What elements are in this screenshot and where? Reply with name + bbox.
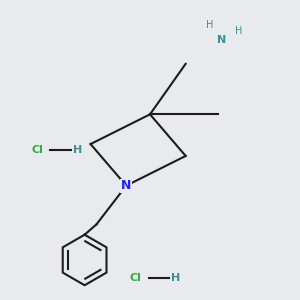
Text: H: H [206, 20, 213, 30]
Text: N: N [217, 35, 226, 45]
Text: H: H [236, 26, 243, 36]
Text: Cl: Cl [129, 273, 141, 283]
Text: H: H [73, 145, 82, 155]
Text: N: N [121, 179, 131, 192]
Text: H: H [171, 273, 180, 283]
Text: Cl: Cl [31, 145, 43, 155]
